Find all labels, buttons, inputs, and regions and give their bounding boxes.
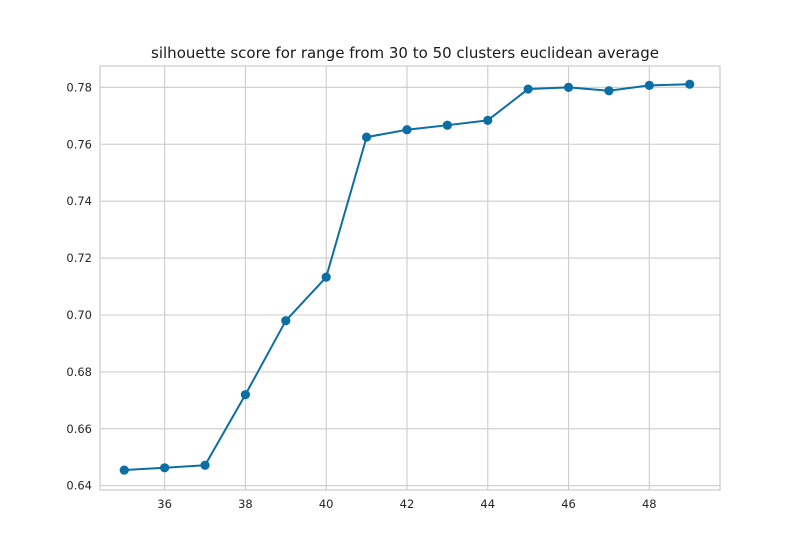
y-tick-label: 0.64 <box>66 479 92 493</box>
x-tick-label: 42 <box>400 497 415 511</box>
data-point <box>604 86 614 96</box>
data-series <box>119 79 695 475</box>
plot-area <box>99 65 721 491</box>
x-tick-label: 48 <box>642 497 657 511</box>
x-tick-label: 36 <box>157 497 172 511</box>
data-point <box>523 84 533 94</box>
data-point <box>240 390 251 400</box>
y-tick-label: 0.72 <box>66 251 92 265</box>
y-axis-ticks: 0.64 0.66 0.68 0.70 0.72 0.74 0.76 0.78 <box>66 80 92 492</box>
data-point <box>321 272 331 282</box>
data-point <box>563 82 574 92</box>
data-point <box>361 132 372 142</box>
data-point <box>119 465 129 475</box>
x-tick-label: 38 <box>238 497 253 511</box>
y-tick-label: 0.78 <box>66 80 92 94</box>
x-tick-label: 44 <box>480 497 495 511</box>
x-tick-label: 46 <box>561 497 576 511</box>
data-point <box>442 120 452 130</box>
y-tick-label: 0.68 <box>66 365 92 379</box>
data-point <box>644 80 654 90</box>
x-axis-ticks: 36 38 40 42 44 46 48 <box>157 497 656 511</box>
data-point <box>281 316 291 326</box>
y-tick-label: 0.76 <box>66 137 92 151</box>
y-tick-label: 0.74 <box>66 194 92 208</box>
data-point <box>160 463 170 473</box>
data-point <box>483 115 493 125</box>
data-point <box>402 125 412 135</box>
grid-lines <box>100 66 720 490</box>
x-tick-label: 40 <box>319 497 334 511</box>
chart-title: silhouette score for range from 30 to 50… <box>151 44 659 62</box>
y-tick-label: 0.70 <box>66 308 92 322</box>
data-point <box>685 79 695 89</box>
y-tick-label: 0.66 <box>66 422 92 436</box>
data-point <box>200 460 210 470</box>
